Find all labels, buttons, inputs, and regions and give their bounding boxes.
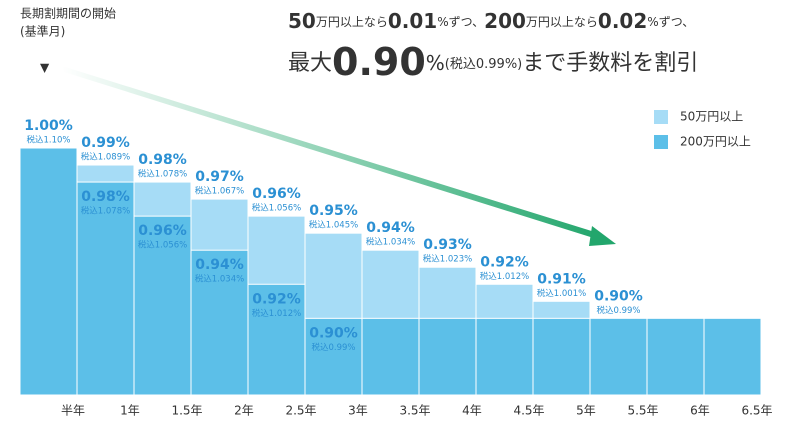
- bar: [304, 317, 363, 396]
- legend-label: 200万円以上: [680, 135, 751, 149]
- headline-part: ずつ、: [449, 15, 485, 29]
- trend-arrow: [62, 66, 600, 240]
- x-tick-label: 2.5年: [285, 404, 316, 418]
- tax-label: 税込1.034%: [366, 237, 415, 248]
- tax-label: 税込1.056%: [252, 203, 301, 214]
- bar: [532, 317, 591, 396]
- headline-part: 200: [484, 9, 526, 33]
- tax-label: 税込1.034%: [195, 274, 244, 285]
- bar: [361, 317, 420, 396]
- legend-label: 50万円以上: [680, 110, 743, 124]
- tax-label: 税込1.078%: [81, 206, 130, 217]
- note-line: (基準月): [20, 24, 65, 39]
- value-label: 0.91%: [537, 271, 586, 287]
- value-label: 0.97%: [195, 169, 244, 185]
- value-label: 0.93%: [423, 237, 472, 253]
- headline-part: %: [647, 15, 658, 29]
- labels: 0.99%税込1.089% 0.98%税込1.078% 0.97%税込1.067% 0…: [24, 118, 643, 353]
- value-label: 1.00%: [24, 118, 73, 134]
- tax-label: 税込0.99%: [311, 342, 355, 353]
- x-tick-label: 6.5年: [741, 404, 772, 418]
- value-label: 0.98%: [138, 152, 187, 168]
- tax-label: 税込1.056%: [138, 240, 187, 251]
- legend-swatch: [654, 110, 668, 124]
- headline-part: %: [426, 51, 445, 75]
- headline-line2: 最大0.90%(税込0.99%)まで手数料を割引: [288, 40, 698, 84]
- headline-part: 0.01: [388, 9, 437, 33]
- headline-part: %: [437, 15, 448, 29]
- bar: [133, 215, 192, 396]
- tax-label: 税込1.045%: [309, 220, 358, 231]
- headline-part: (税込0.99%): [445, 57, 522, 72]
- x-tick-label: 5.5年: [627, 404, 658, 418]
- tax-label: 税込1.001%: [537, 288, 586, 299]
- trend-arrow-head: [589, 226, 616, 246]
- headline-part: まで手数料を割引: [522, 51, 698, 76]
- x-tick-label: 3.5年: [399, 404, 430, 418]
- headline-part: ずつ、: [659, 15, 695, 29]
- tax-label: 税込1.089%: [81, 152, 130, 163]
- value-label: 0.96%: [138, 223, 187, 239]
- headline-part: 最大: [288, 51, 332, 76]
- x-tick-label: 5年: [576, 404, 596, 418]
- bar: [703, 317, 762, 396]
- value-label: 0.99%: [81, 135, 130, 151]
- bar: [646, 317, 705, 396]
- tax-label: 税込1.023%: [423, 254, 472, 265]
- tax-label: 税込0.99%: [596, 305, 640, 316]
- x-tick-label: 6年: [690, 404, 710, 418]
- value-label: 0.96%: [252, 186, 301, 202]
- headline-part: 50: [288, 9, 316, 33]
- bar: [19, 147, 78, 396]
- bars: [19, 147, 762, 396]
- value-label: 0.92%: [480, 254, 529, 270]
- value-label: 0.92%: [252, 291, 301, 307]
- x-tick-label: 1.5年: [171, 404, 202, 418]
- x-tick-label: 2年: [234, 404, 254, 418]
- value-label: 0.90%: [309, 325, 358, 341]
- headline-part: 0.02: [598, 9, 647, 33]
- headline-part: 万円以上なら: [526, 15, 598, 29]
- bar: [475, 317, 534, 396]
- bar: [589, 317, 648, 396]
- marker: ▼: [40, 61, 50, 75]
- headline-part: 万円以上なら: [316, 15, 388, 29]
- tax-label: 税込1.012%: [252, 308, 301, 319]
- tax-label: 税込1.067%: [195, 186, 244, 197]
- x-tick-label: 4.5年: [513, 404, 544, 418]
- bar: [418, 317, 477, 396]
- bar: [247, 283, 306, 396]
- x-tick-label: 1年: [120, 404, 140, 418]
- legend-swatch: [654, 135, 668, 149]
- tax-label: 税込1.10%: [26, 135, 70, 146]
- note-line: 長期割期間の開始: [20, 6, 116, 21]
- value-label: 0.98%: [81, 189, 130, 205]
- value-label: 0.95%: [309, 203, 358, 219]
- tax-label: 税込1.012%: [480, 271, 529, 282]
- headline-line1: 50万円以上なら0.01%ずつ、200万円以上なら0.02%ずつ、: [288, 9, 694, 33]
- bar: [190, 249, 249, 396]
- tax-label: 税込1.078%: [138, 169, 187, 180]
- x-tick-label: 4年: [462, 404, 482, 418]
- value-label: 0.94%: [366, 220, 415, 236]
- headline-part: 0.90: [332, 40, 426, 84]
- value-label: 0.90%: [594, 288, 643, 304]
- x-tick-label: 半年: [61, 404, 85, 418]
- bar: [76, 181, 135, 396]
- x-tick-label: 3年: [348, 404, 368, 418]
- value-label: 0.94%: [195, 257, 244, 273]
